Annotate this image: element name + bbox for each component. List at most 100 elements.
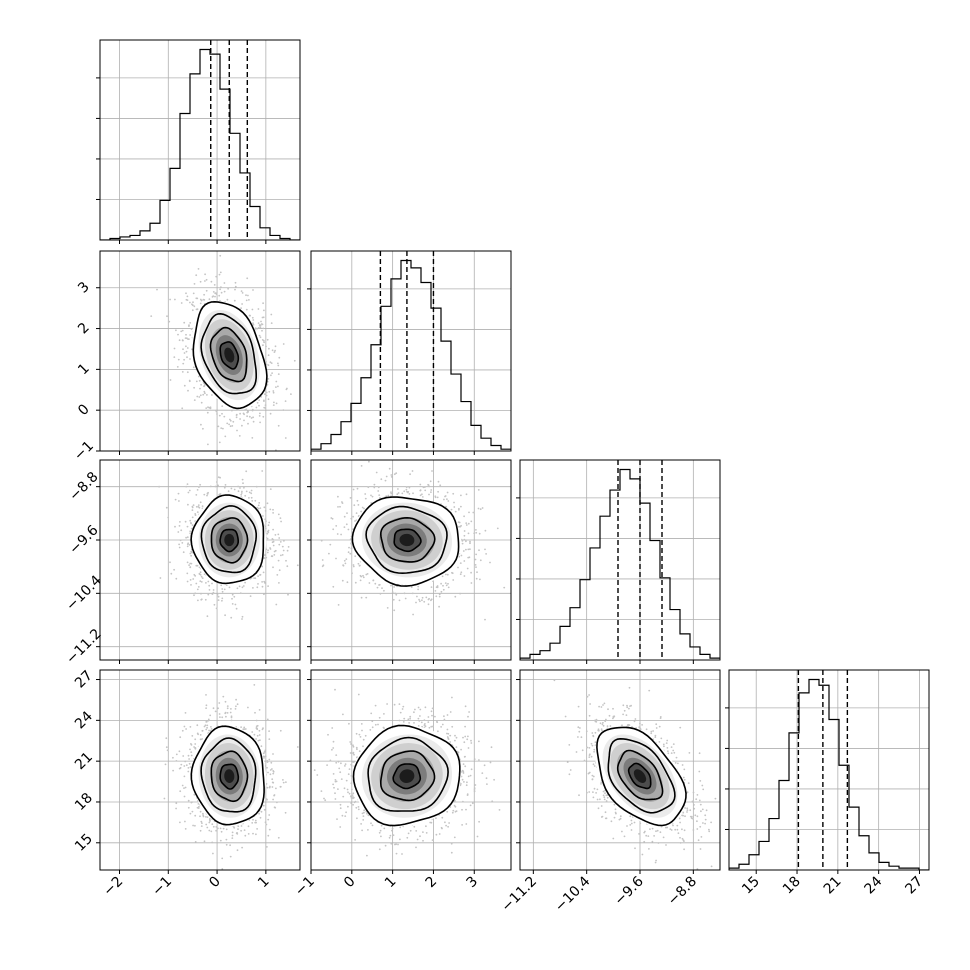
scatter-point <box>195 297 198 300</box>
scatter-point <box>277 385 279 388</box>
scatter-point <box>441 575 444 578</box>
scatter-point <box>251 316 254 319</box>
scatter-point <box>263 406 266 409</box>
scatter-point <box>257 504 260 507</box>
scatter-point <box>167 516 170 519</box>
scatter-point <box>207 593 210 596</box>
scatter-point <box>467 548 470 551</box>
scatter-point <box>263 309 265 312</box>
scatter-point <box>429 480 432 483</box>
scatter-point <box>189 566 192 568</box>
scatter-point <box>261 470 264 472</box>
scatter-point <box>354 555 357 558</box>
scatter-point <box>385 475 388 478</box>
contour-line <box>379 516 436 563</box>
scatter-point <box>475 566 477 568</box>
scatter-point <box>188 379 191 382</box>
scatter-point <box>372 579 375 582</box>
scatter-point <box>236 849 239 852</box>
scatter-point <box>230 487 233 490</box>
scatter-point <box>180 529 183 532</box>
scatter-point <box>265 548 268 551</box>
contour-line <box>200 312 257 395</box>
scatter-point <box>259 336 262 339</box>
scatter-point <box>221 412 223 415</box>
scatter-point <box>173 356 176 358</box>
scatter-point <box>186 483 189 485</box>
scatter-point <box>458 525 461 528</box>
scatter-point <box>207 491 210 494</box>
density-panel-2-0: −11.2−10.4−9.6−8.8 <box>63 459 301 667</box>
scatter-point <box>390 584 392 587</box>
scatter-point <box>403 490 406 493</box>
density-shade <box>224 347 235 363</box>
scatter-point <box>231 593 234 596</box>
scatter-point <box>364 497 367 500</box>
scatter-point <box>219 716 221 718</box>
scatter-point <box>468 511 470 514</box>
x-tick-label: 15 <box>739 874 763 898</box>
scatter-point <box>272 508 274 511</box>
scatter-point <box>237 828 239 830</box>
scatter-point <box>440 590 443 593</box>
scatter-point <box>437 490 439 493</box>
scatter-point <box>251 500 254 502</box>
scatter-point <box>269 773 272 776</box>
scatter-point <box>178 339 181 342</box>
scatter-point <box>353 504 356 507</box>
scatter-point <box>181 407 184 410</box>
scatter-point <box>281 554 284 556</box>
scatter-point <box>465 493 468 496</box>
scatter-point <box>186 545 189 548</box>
scatter-point <box>340 533 342 536</box>
scatter-point <box>370 494 372 497</box>
scatter-point <box>248 415 251 418</box>
scatter-point <box>179 821 181 824</box>
scatter-point <box>199 501 202 504</box>
scatter-point <box>484 529 487 532</box>
scatter-point <box>214 292 217 295</box>
scatter-point <box>240 307 243 309</box>
scatter-point <box>191 348 193 351</box>
scatter-point <box>252 319 255 321</box>
scatter-point <box>346 512 348 514</box>
scatter-point <box>267 378 270 380</box>
scatter-point <box>263 341 265 344</box>
scatter-point <box>195 380 198 383</box>
scatter-point <box>261 581 263 583</box>
scatter-point <box>272 512 274 514</box>
scatter-point <box>352 564 355 566</box>
scatter-point <box>256 586 259 589</box>
scatter-point <box>189 579 192 581</box>
scatter-point <box>190 522 193 525</box>
scatter-point <box>463 560 466 562</box>
scatter-point <box>479 559 482 562</box>
scatter-point <box>193 594 195 597</box>
scatter-point <box>427 598 430 601</box>
scatter-point <box>222 695 225 698</box>
scatter-point <box>439 484 442 487</box>
scatter-point <box>337 506 339 508</box>
scatter-point <box>220 584 223 587</box>
scatter-point <box>229 418 231 421</box>
scatter-point <box>186 543 189 546</box>
scatter-point <box>241 490 243 493</box>
scatter-point <box>489 561 491 564</box>
scatter-point <box>194 592 197 595</box>
scatter-point <box>239 487 241 489</box>
scatter-point <box>250 492 253 495</box>
scatter-point <box>268 828 271 831</box>
scatter-point <box>259 421 261 424</box>
scatter-point <box>186 580 189 583</box>
scatter-point <box>219 254 222 257</box>
scatter-point <box>225 828 228 831</box>
scatter-point <box>165 506 168 509</box>
scatter-point <box>371 495 374 498</box>
scatter-point <box>169 379 172 381</box>
scatter-point <box>185 350 188 353</box>
scatter-point <box>235 607 238 610</box>
scatter-point <box>452 492 455 495</box>
scatter-point <box>219 493 222 495</box>
y-tick-label: 1 <box>75 361 93 379</box>
scatter-point <box>282 549 285 552</box>
